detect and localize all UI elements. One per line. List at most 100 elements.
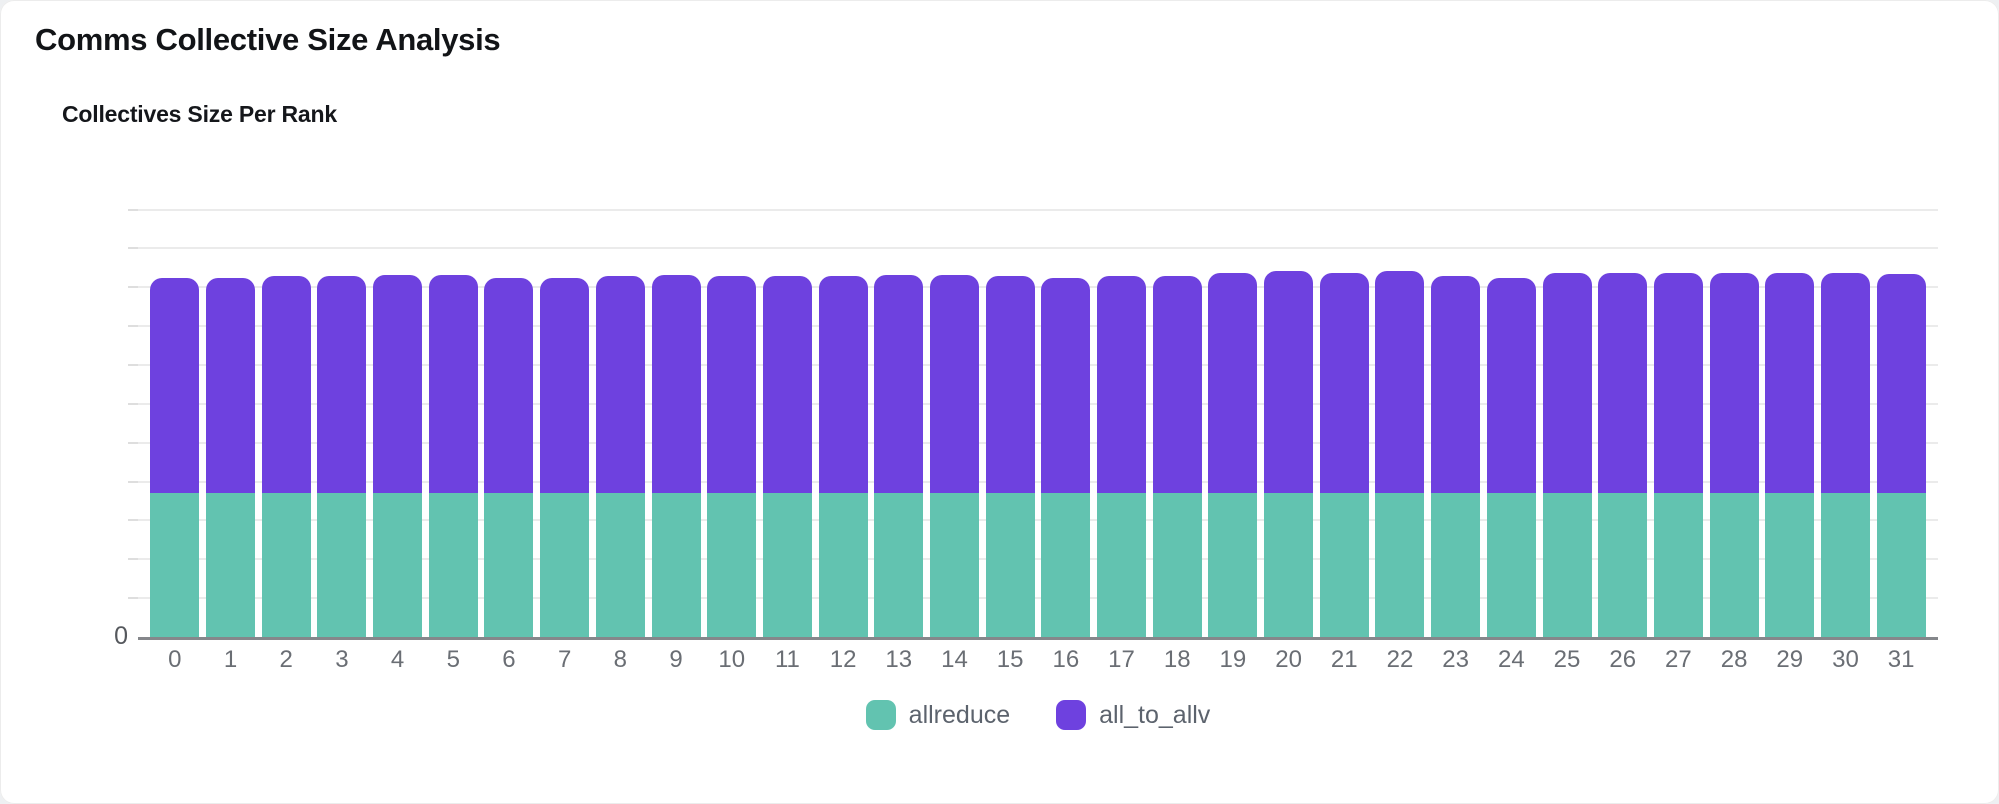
bar-segment-allreduce[interactable] <box>1486 493 1536 637</box>
bar-segment-all_to_allv[interactable] <box>206 277 256 494</box>
bar-rank-0[interactable] <box>150 277 200 637</box>
bar-segment-all_to_allv[interactable] <box>484 277 534 494</box>
bar-segment-all_to_allv[interactable] <box>874 275 924 494</box>
bar-rank-7[interactable] <box>540 277 590 637</box>
bar-segment-allreduce[interactable] <box>428 493 478 637</box>
bar-segment-allreduce[interactable] <box>985 493 1035 637</box>
bar-segment-allreduce[interactable] <box>317 493 367 637</box>
bar-segment-all_to_allv[interactable] <box>150 277 200 494</box>
bar-segment-all_to_allv[interactable] <box>1876 274 1926 494</box>
bar-rank-3[interactable] <box>317 276 367 637</box>
bar-rank-16[interactable] <box>1041 277 1091 637</box>
bar-segment-all_to_allv[interactable] <box>1709 272 1759 494</box>
bar-rank-31[interactable] <box>1876 274 1926 637</box>
bar-rank-17[interactable] <box>1097 276 1147 637</box>
bar-segment-allreduce[interactable] <box>1542 493 1592 637</box>
bar-rank-4[interactable] <box>373 275 423 637</box>
bar-rank-22[interactable] <box>1375 271 1425 637</box>
bar-segment-allreduce[interactable] <box>651 493 701 637</box>
bar-rank-10[interactable] <box>707 276 757 637</box>
bar-segment-allreduce[interactable] <box>874 493 924 637</box>
bar-segment-all_to_allv[interactable] <box>1765 272 1815 494</box>
bar-segment-allreduce[interactable] <box>150 493 200 637</box>
bar-segment-all_to_allv[interactable] <box>651 275 701 494</box>
bar-segment-allreduce[interactable] <box>1598 493 1648 637</box>
bar-segment-all_to_allv[interactable] <box>929 275 979 494</box>
bar-segment-all_to_allv[interactable] <box>428 275 478 494</box>
x-axis-label: 4 <box>390 646 405 673</box>
bar-rank-13[interactable] <box>874 275 924 637</box>
bar-segment-allreduce[interactable] <box>818 493 868 637</box>
bar-segment-all_to_allv[interactable] <box>1653 272 1703 494</box>
bar-segment-allreduce[interactable] <box>1876 493 1926 637</box>
bar-rank-8[interactable] <box>595 276 645 637</box>
y-axis-tick <box>128 480 138 483</box>
bar-segment-all_to_allv[interactable] <box>1486 277 1536 494</box>
bar-rank-26[interactable] <box>1598 272 1648 637</box>
bar-rank-11[interactable] <box>762 276 812 637</box>
bar-segment-all_to_allv[interactable] <box>595 276 645 494</box>
bar-segment-allreduce[interactable] <box>373 493 423 637</box>
bar-segment-all_to_allv[interactable] <box>818 276 868 494</box>
bar-segment-allreduce[interactable] <box>206 493 256 637</box>
bar-segment-allreduce[interactable] <box>762 493 812 637</box>
bar-rank-19[interactable] <box>1208 272 1258 637</box>
bar-rank-27[interactable] <box>1653 272 1703 637</box>
bar-rank-28[interactable] <box>1709 272 1759 637</box>
bar-segment-allreduce[interactable] <box>1709 493 1759 637</box>
bar-segment-all_to_allv[interactable] <box>1097 276 1147 494</box>
bar-rank-23[interactable] <box>1431 276 1481 637</box>
bar-segment-allreduce[interactable] <box>1431 493 1481 637</box>
bar-segment-all_to_allv[interactable] <box>1820 272 1870 494</box>
bar-rank-25[interactable] <box>1542 272 1592 637</box>
bar-rank-30[interactable] <box>1820 272 1870 637</box>
bar-segment-all_to_allv[interactable] <box>762 276 812 494</box>
bar-segment-all_to_allv[interactable] <box>1152 276 1202 494</box>
bar-segment-all_to_allv[interactable] <box>1598 272 1648 494</box>
bar-segment-allreduce[interactable] <box>1375 493 1425 637</box>
bar-rank-24[interactable] <box>1486 277 1536 637</box>
bar-segment-allreduce[interactable] <box>1319 493 1369 637</box>
bar-rank-5[interactable] <box>428 275 478 637</box>
bar-segment-allreduce[interactable] <box>484 493 534 637</box>
bar-segment-allreduce[interactable] <box>1097 493 1147 637</box>
bar-segment-all_to_allv[interactable] <box>1208 272 1258 494</box>
legend-item-all_to_allv[interactable]: all_to_allv <box>1056 700 1210 730</box>
bar-segment-allreduce[interactable] <box>1208 493 1258 637</box>
bar-segment-allreduce[interactable] <box>929 493 979 637</box>
bar-segment-all_to_allv[interactable] <box>261 276 311 494</box>
bar-segment-allreduce[interactable] <box>540 493 590 637</box>
bar-segment-all_to_allv[interactable] <box>1041 277 1091 494</box>
bar-segment-allreduce[interactable] <box>1152 493 1202 637</box>
bar-rank-20[interactable] <box>1264 271 1314 637</box>
bar-segment-all_to_allv[interactable] <box>317 276 367 494</box>
bar-rank-21[interactable] <box>1319 272 1369 637</box>
bar-segment-allreduce[interactable] <box>261 493 311 637</box>
bar-segment-allreduce[interactable] <box>1041 493 1091 637</box>
bar-segment-all_to_allv[interactable] <box>1319 272 1369 494</box>
bar-rank-29[interactable] <box>1765 272 1815 637</box>
bar-rank-6[interactable] <box>484 277 534 637</box>
bar-rank-14[interactable] <box>929 275 979 637</box>
bar-segment-all_to_allv[interactable] <box>540 277 590 494</box>
bar-segment-allreduce[interactable] <box>595 493 645 637</box>
bar-segment-all_to_allv[interactable] <box>1542 272 1592 494</box>
bar-segment-all_to_allv[interactable] <box>373 275 423 494</box>
bar-segment-allreduce[interactable] <box>707 493 757 637</box>
bar-segment-allreduce[interactable] <box>1820 493 1870 637</box>
bar-segment-all_to_allv[interactable] <box>1375 271 1425 494</box>
bar-rank-2[interactable] <box>261 276 311 637</box>
bar-segment-all_to_allv[interactable] <box>707 276 757 494</box>
bar-segment-all_to_allv[interactable] <box>1264 271 1314 494</box>
bar-segment-all_to_allv[interactable] <box>985 276 1035 494</box>
bar-rank-1[interactable] <box>206 277 256 637</box>
bar-rank-15[interactable] <box>985 276 1035 637</box>
bar-segment-allreduce[interactable] <box>1264 493 1314 637</box>
legend-item-allreduce[interactable]: allreduce <box>865 700 1010 730</box>
bar-rank-18[interactable] <box>1152 276 1202 637</box>
bar-rank-12[interactable] <box>818 276 868 637</box>
bar-rank-9[interactable] <box>651 275 701 637</box>
bar-segment-all_to_allv[interactable] <box>1431 276 1481 494</box>
bar-segment-allreduce[interactable] <box>1765 493 1815 637</box>
bar-segment-allreduce[interactable] <box>1653 493 1703 637</box>
